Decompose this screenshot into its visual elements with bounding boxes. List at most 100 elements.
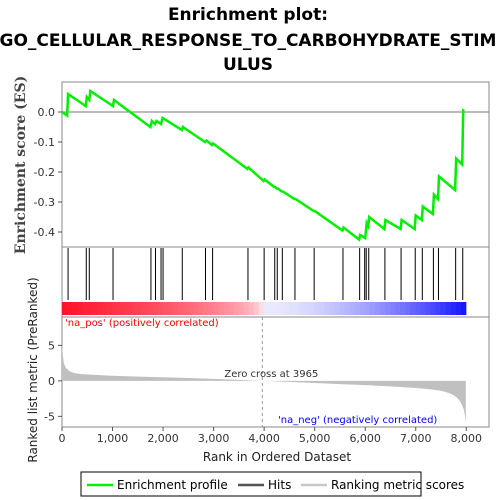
legend-label-ranking-metric: Ranking metric scores	[331, 478, 464, 492]
ranking-bar-segment	[193, 302, 199, 315]
ranking-bar-segment	[334, 302, 341, 315]
ranking-bar-segment	[425, 302, 432, 315]
enrichment-profile-line	[61, 88, 465, 242]
x-axis-label: Rank in Ordered Dataset	[203, 450, 351, 464]
ranking-bar-segment	[127, 302, 134, 315]
ranking-bar-segment	[97, 302, 103, 315]
ranking-bar-segment	[248, 302, 255, 315]
ranking-bar-segment	[324, 302, 331, 315]
ranking-bar-segment	[445, 302, 452, 315]
ranking-bar-segment	[319, 302, 326, 315]
es-axis-label: Enrichment score (ES)	[13, 76, 29, 254]
ranking-bar-segment	[62, 302, 68, 315]
ranking-bar-segment	[228, 302, 235, 315]
legend-label-enrichment-profile: Enrichment profile	[117, 478, 228, 492]
metric-panel: Zero cross at 3965 'na_pos' (positively …	[26, 277, 490, 464]
ranking-bar-segment	[284, 302, 290, 315]
title-line-1: Enrichment plot:	[168, 5, 328, 25]
ranking-bar-segment	[183, 302, 189, 315]
ranking-bar-segment	[430, 302, 437, 315]
legend: Enrichment profile Hits Ranking metric s…	[80, 471, 464, 497]
ranking-bar-segment	[299, 302, 305, 315]
ranking-bar-segment	[455, 302, 462, 315]
ranking-bar-segment	[354, 302, 361, 315]
ranking-bar-segment	[400, 302, 406, 315]
ranking-bar-segment	[82, 302, 88, 315]
xtick-label: 7,000	[400, 432, 432, 445]
xtick-label: 0	[59, 432, 66, 445]
ranking-bar-segment	[435, 302, 442, 315]
es-ytick-label: -0.4	[34, 226, 55, 239]
ranking-bar-segment	[415, 302, 421, 315]
ranking-bar-segment	[314, 302, 320, 315]
ranking-bar-segment	[410, 302, 416, 315]
ranking-bar-segment	[344, 302, 351, 315]
ranking-bar-segment	[369, 302, 376, 315]
ranking-bar-segment	[364, 302, 371, 315]
es-ytick-label: -0.2	[34, 166, 55, 179]
ranking-metric-area	[62, 344, 466, 424]
ranking-bar-segment	[198, 302, 204, 315]
ranking-bar-segment	[238, 302, 245, 315]
ranking-bar-segment	[359, 302, 366, 315]
ranking-bar-segment	[374, 302, 381, 315]
ranking-bar-segment	[142, 302, 149, 315]
metric-panel-frame	[61, 316, 490, 428]
ranking-bar-segment	[208, 302, 215, 315]
ranking-bar-segment	[162, 302, 169, 315]
metric-ytick-label: 0	[48, 375, 55, 388]
legend-label-hits: Hits	[268, 478, 291, 492]
ranking-bar-segment	[379, 302, 386, 315]
es-ytick-label: 0.0	[38, 106, 56, 119]
ranking-bar-segment	[243, 302, 250, 315]
metric-ytick-label: 5	[48, 339, 55, 352]
xtick-label: 6,000	[349, 432, 381, 445]
ranking-bar-segment	[167, 302, 174, 315]
ranking-bar-segment	[122, 302, 129, 315]
xtick-label: 8,000	[451, 432, 483, 445]
ranking-bar-segment	[349, 302, 356, 315]
ranking-bar-segment	[77, 302, 83, 315]
es-ytick-label: -0.1	[34, 136, 55, 149]
ranking-bar-segment	[173, 302, 179, 315]
es-panel-frame	[61, 81, 490, 248]
ranking-bar-segment	[273, 302, 280, 315]
ranking-bar-segment	[268, 302, 275, 315]
ranking-bar-segment	[132, 302, 139, 315]
ranking-bar-segment	[117, 302, 124, 315]
ranking-bar-segment	[304, 302, 310, 315]
ranking-bar-segment	[339, 302, 346, 315]
xtick-label: 3,000	[198, 432, 230, 445]
ranking-bar-segment	[157, 302, 164, 315]
ranking-bar-segment	[67, 302, 73, 315]
es-panel: 0.0 -0.1 -0.2 -0.3 -0.4 Enrichment score (ES…	[13, 76, 490, 254]
xtick-label: 2,000	[147, 432, 179, 445]
ranking-bar-segment	[107, 302, 114, 315]
ranking-bar-segment	[218, 302, 225, 315]
ranking-bar-segment	[309, 302, 315, 315]
ranking-bar-segment	[112, 302, 119, 315]
ranking-bar-segment	[188, 302, 194, 315]
ranking-bar-segment	[87, 302, 93, 315]
metric-axis-label: Ranked list metric (PreRanked)	[26, 277, 40, 462]
ranking-bar-segment	[233, 302, 240, 315]
title-line-2: GO_CELLULAR_RESPONSE_TO_CARBOHYDRATE_STI…	[0, 31, 496, 51]
zero-cross-label: Zero cross at 3965	[224, 369, 318, 380]
xtick-label: 5,000	[299, 432, 331, 445]
ranking-bar-segment	[92, 302, 98, 315]
ranking-bar-segment	[395, 302, 401, 315]
ranking-bar-segment	[460, 302, 467, 315]
ranking-bar-segment	[294, 302, 300, 315]
xtick-label: 4,000	[248, 432, 280, 445]
ranking-bar-segment	[450, 302, 457, 315]
negative-label: 'na_neg' (negatively correlated)	[278, 415, 437, 426]
ranking-bar-segment	[279, 302, 285, 315]
ranking-bar-segment	[420, 302, 426, 315]
ranking-bar-segment	[152, 302, 159, 315]
ranking-bar-segment	[178, 302, 184, 315]
title-line-3: ULUS	[223, 55, 273, 75]
ranking-bar-segment	[213, 302, 220, 315]
ranking-bar-segment	[102, 302, 109, 315]
ranking-bar-segment	[329, 302, 336, 315]
